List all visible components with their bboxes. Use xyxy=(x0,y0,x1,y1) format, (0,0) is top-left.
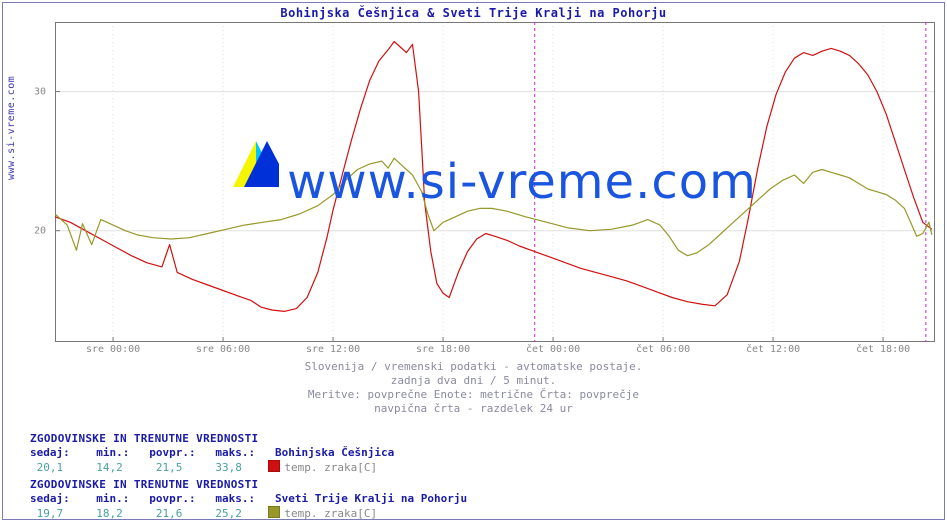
y-tick-label: 20 xyxy=(34,225,46,236)
caption-line: navpična črta - razdelek 24 ur xyxy=(0,402,947,416)
stats-header: ZGODOVINSKE IN TRENUTNE VREDNOSTI xyxy=(30,432,394,446)
series-name: Bohinjska Češnjica xyxy=(275,446,394,459)
series-label: temp. zraka[C] xyxy=(284,507,377,520)
x-tick-label: čet 12:00 xyxy=(746,344,800,355)
series-label: temp. zraka[C] xyxy=(284,461,377,474)
stats-block-2: ZGODOVINSKE IN TRENUTNE VREDNOSTIsedaj: … xyxy=(30,478,467,521)
stats-block-1: ZGODOVINSKE IN TRENUTNE VREDNOSTIsedaj: … xyxy=(30,432,394,475)
x-tick-label: čet 00:00 xyxy=(526,344,580,355)
stats-header: ZGODOVINSKE IN TRENUTNE VREDNOSTI xyxy=(30,478,467,492)
stats-values-row: 19,7 18,2 21,6 25,2 temp. zraka[C] xyxy=(30,506,467,521)
series-swatch xyxy=(268,460,280,472)
stats-labels: sedaj: min.: povpr.: maks.: xyxy=(30,492,255,505)
x-tick-label: sre 06:00 xyxy=(196,344,250,355)
stats-row: sedaj: min.: povpr.: maks.: Sveti Trije … xyxy=(30,492,467,506)
series-name: Sveti Trije Kralji na Pohorju xyxy=(275,492,467,505)
x-tick-label: sre 18:00 xyxy=(416,344,470,355)
x-tick-label: čet 06:00 xyxy=(636,344,690,355)
stats-row: sedaj: min.: povpr.: maks.: Bohinjska Če… xyxy=(30,446,394,460)
caption-line: Meritve: povprečne Enote: metrične Črta:… xyxy=(0,388,947,402)
stats-values-row: 20,1 14,2 21,5 33,8 temp. zraka[C] xyxy=(30,460,394,475)
chart-title: Bohinjska Češnjica & Sveti Trije Kralji … xyxy=(0,6,947,20)
temperature-chart xyxy=(55,22,935,342)
caption-line: zadnja dva dni / 5 minut. xyxy=(0,374,947,388)
chart-captions: Slovenija / vremenski podatki - avtomats… xyxy=(0,360,947,416)
x-tick-label: sre 12:00 xyxy=(306,344,360,355)
stats-values: 20,1 14,2 21,5 33,8 xyxy=(30,461,255,474)
y-tick-label: 30 xyxy=(34,86,46,97)
x-tick-label: čet 18:00 xyxy=(856,344,910,355)
x-axis-ticks: sre 00:00 sre 06:00 sre 12:00 sre 18:00 čet … xyxy=(55,344,935,358)
stats-values: 19,7 18,2 21,6 25,2 xyxy=(30,507,255,520)
y-axis-ticks: 2030 xyxy=(0,22,50,342)
caption-line: Slovenija / vremenski podatki - avtomats… xyxy=(0,360,947,374)
series-swatch xyxy=(268,506,280,518)
x-tick-label: sre 00:00 xyxy=(86,344,140,355)
stats-labels: sedaj: min.: povpr.: maks.: xyxy=(30,446,255,459)
